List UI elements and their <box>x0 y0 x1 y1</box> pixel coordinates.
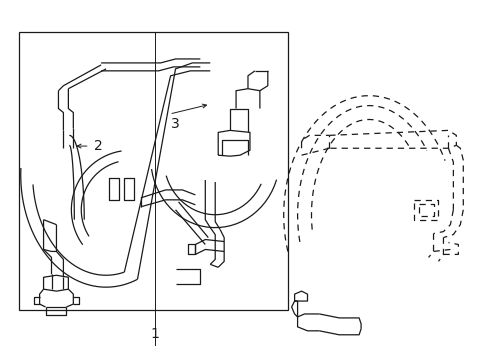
Text: 2: 2 <box>93 139 102 153</box>
Bar <box>19 32 287 310</box>
Text: 3: 3 <box>171 117 180 131</box>
Text: 1: 1 <box>150 327 159 341</box>
